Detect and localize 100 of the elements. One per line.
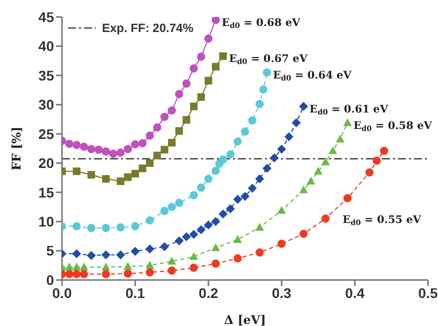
series-label: E$_{d0}$ = 0.58 eV bbox=[353, 120, 433, 133]
point bbox=[124, 269, 132, 278]
point bbox=[80, 142, 88, 151]
point bbox=[102, 224, 110, 232]
point bbox=[226, 204, 235, 214]
point bbox=[218, 209, 228, 218]
point bbox=[219, 52, 227, 60]
point bbox=[130, 246, 140, 256]
point bbox=[299, 230, 308, 238]
x-tick-label: 0.2 bbox=[198, 284, 218, 301]
y-tick-label: 45 bbox=[38, 8, 54, 25]
point bbox=[160, 242, 169, 252]
point bbox=[343, 194, 352, 202]
point bbox=[72, 249, 82, 258]
point bbox=[124, 262, 132, 270]
point bbox=[131, 170, 139, 178]
point bbox=[190, 264, 198, 272]
x-axis-title: Δ [eV] bbox=[224, 313, 266, 326]
point bbox=[65, 140, 74, 148]
point bbox=[102, 270, 110, 278]
point bbox=[190, 64, 198, 73]
point bbox=[204, 76, 212, 85]
point bbox=[168, 266, 176, 275]
point bbox=[270, 153, 279, 162]
point bbox=[182, 80, 191, 88]
point bbox=[72, 140, 81, 150]
point bbox=[189, 230, 198, 239]
point bbox=[146, 216, 154, 224]
point bbox=[218, 156, 228, 164]
point bbox=[124, 144, 132, 154]
point bbox=[240, 192, 250, 201]
point bbox=[72, 222, 81, 230]
point bbox=[380, 146, 388, 155]
point bbox=[138, 139, 147, 148]
point bbox=[189, 252, 198, 260]
point bbox=[174, 236, 184, 246]
series-label: E$_{d0}$ = 0.61 eV bbox=[310, 103, 389, 116]
point bbox=[131, 222, 140, 230]
point bbox=[248, 184, 257, 193]
point bbox=[65, 262, 74, 270]
y-tick-label: 40 bbox=[38, 38, 54, 54]
point bbox=[256, 100, 264, 108]
point bbox=[168, 106, 176, 115]
point bbox=[262, 164, 272, 173]
point bbox=[160, 206, 169, 216]
y-tick-label: 20 bbox=[38, 155, 54, 172]
y-tick-label: 10 bbox=[38, 214, 54, 230]
point bbox=[343, 118, 352, 126]
y-tick-label: 35 bbox=[38, 67, 54, 84]
series-label: E$_{d0}$ = 0.64 eV bbox=[272, 70, 352, 82]
point bbox=[146, 132, 154, 140]
point bbox=[87, 171, 96, 179]
point bbox=[190, 191, 198, 200]
point bbox=[168, 202, 176, 212]
y-tick-label: 25 bbox=[38, 126, 54, 142]
point bbox=[72, 270, 81, 278]
point bbox=[196, 52, 206, 61]
point bbox=[145, 244, 154, 254]
series-label: E$_{d0}$ = 0.67 eV bbox=[229, 53, 308, 66]
point bbox=[72, 262, 81, 270]
point bbox=[299, 102, 308, 111]
point bbox=[372, 156, 381, 165]
y-tick-label: 5 bbox=[46, 242, 54, 259]
point bbox=[321, 157, 330, 166]
point bbox=[86, 250, 96, 260]
point bbox=[175, 127, 183, 135]
point bbox=[146, 268, 154, 276]
point bbox=[146, 260, 154, 269]
series-label: E$_{d0}$ = 0.68 eV bbox=[222, 16, 302, 30]
point bbox=[175, 90, 184, 98]
y-axis-title: FF [%] bbox=[9, 126, 24, 170]
point bbox=[328, 146, 338, 154]
point bbox=[94, 146, 103, 154]
point bbox=[101, 250, 110, 260]
point bbox=[204, 220, 213, 230]
point bbox=[277, 144, 286, 154]
x-tick-label: 0.5 bbox=[418, 284, 438, 301]
point bbox=[168, 138, 176, 146]
point bbox=[146, 159, 154, 167]
point bbox=[196, 225, 206, 234]
point bbox=[87, 224, 96, 232]
point bbox=[196, 184, 206, 192]
y-tick-label: 15 bbox=[38, 184, 54, 200]
point bbox=[314, 166, 322, 175]
point bbox=[80, 270, 88, 278]
point bbox=[116, 223, 125, 232]
point bbox=[233, 235, 242, 243]
point bbox=[292, 118, 301, 128]
point bbox=[175, 198, 184, 207]
point bbox=[321, 214, 330, 223]
point bbox=[153, 152, 161, 160]
point bbox=[233, 194, 242, 204]
point bbox=[168, 256, 176, 265]
x-tick-label: 0.0 bbox=[52, 284, 72, 301]
point bbox=[211, 217, 220, 226]
point bbox=[124, 173, 132, 181]
point bbox=[153, 123, 162, 132]
point bbox=[226, 150, 234, 158]
point bbox=[234, 137, 242, 146]
x-tick-label: 0.3 bbox=[272, 284, 292, 301]
